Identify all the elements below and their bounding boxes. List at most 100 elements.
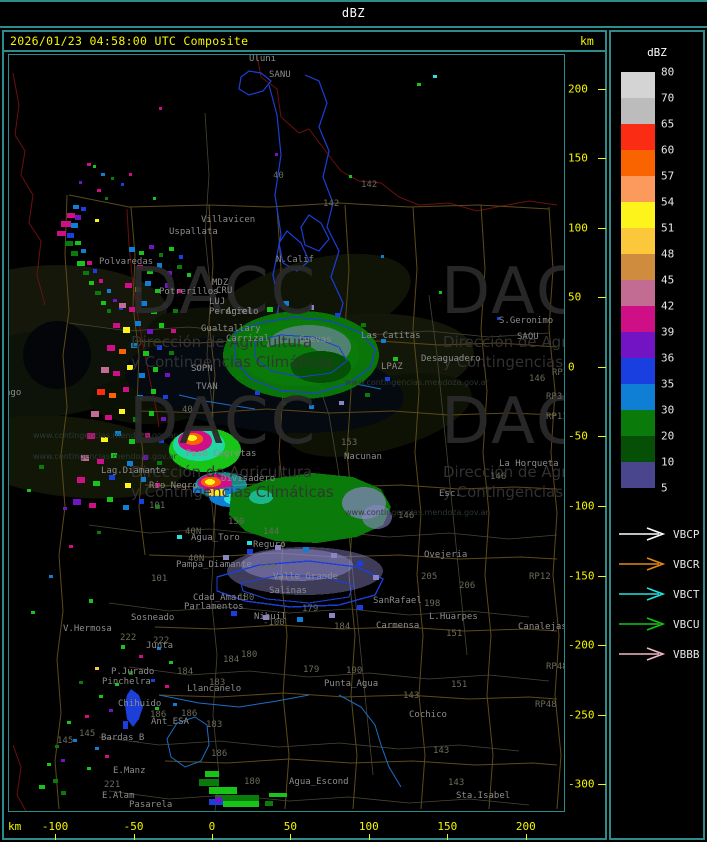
map-place-label: Sta.Isabel bbox=[456, 791, 510, 801]
map-place-label: Potrerillos bbox=[159, 287, 219, 297]
map-place-label: Las Catitas bbox=[361, 331, 421, 341]
map-route-label: 180 bbox=[238, 593, 254, 603]
map-place-label: Nacunan bbox=[344, 452, 382, 462]
dbz-scale-tick-label: 48 bbox=[661, 247, 675, 261]
map-route-label: 179 bbox=[302, 604, 318, 614]
y-axis-tick-label: -200 bbox=[568, 638, 595, 652]
map-route-label: 184 bbox=[334, 622, 350, 632]
map-place-label: TVAN bbox=[196, 382, 218, 392]
y-axis-tick-label: -250 bbox=[568, 708, 595, 722]
x-axis: km -100 -50 0 50 100 150 200 bbox=[2, 818, 607, 840]
map-route-label: 40 bbox=[182, 405, 193, 415]
map-route-label: 40 bbox=[273, 171, 284, 181]
vector-arrow-icon bbox=[617, 526, 667, 545]
map-route-label: 183 bbox=[206, 720, 222, 730]
map-place-label: Uluni bbox=[249, 55, 276, 64]
map-place-label: Ant_ESA bbox=[151, 717, 190, 727]
radar-map-canvas[interactable]: DACC Dirección de Agricultura y Continge… bbox=[8, 54, 565, 812]
map-route-label: 143 bbox=[433, 746, 449, 756]
map-route-label: 146 bbox=[398, 511, 414, 521]
map-place-label: Uspallata bbox=[169, 227, 218, 237]
map-route-label: 205 bbox=[421, 572, 437, 582]
x-axis-tick-mark bbox=[55, 834, 57, 840]
dbz-scale-tick-label: 80 bbox=[661, 65, 675, 79]
map-place-label: Salinas bbox=[269, 586, 307, 596]
map-place-label: V.Hermosa bbox=[63, 624, 112, 634]
x-axis-tick-label: -100 bbox=[41, 820, 69, 833]
y-axis-tick-label: 50 bbox=[568, 290, 582, 304]
dbz-scale-tick-label: 30 bbox=[661, 403, 675, 417]
watermark-line1-a: Dirección de Agricultura bbox=[131, 333, 312, 351]
map-route-label: 142 bbox=[361, 180, 377, 190]
map-route-label: 186 bbox=[211, 749, 227, 759]
map-place-label: Agua_Escond bbox=[289, 777, 349, 787]
map-place-label: Divisadero bbox=[221, 474, 275, 484]
dbz-scale-swatch bbox=[621, 176, 655, 202]
map-place-label: Nihuil bbox=[254, 612, 287, 622]
dbz-color-scale bbox=[621, 72, 655, 488]
map-place-label: Agua_Toro bbox=[191, 533, 240, 543]
watermark-line2-b: y Contingencias Climáticas bbox=[443, 353, 565, 371]
map-route-label: 184 bbox=[223, 655, 239, 665]
vector-legend-label: VBCU bbox=[673, 618, 700, 631]
map-route-label: 143 bbox=[403, 691, 419, 701]
window-titlebar: dBZ bbox=[0, 0, 707, 28]
dbz-scale-swatch bbox=[621, 72, 655, 98]
dbz-scale-tick-label: 60 bbox=[661, 143, 675, 157]
x-axis-tick-mark bbox=[525, 834, 527, 840]
dbz-scale-swatch bbox=[621, 436, 655, 462]
map-inner: DACC Dirección de Agricultura y Continge… bbox=[9, 55, 564, 811]
dbz-scale-swatch bbox=[621, 280, 655, 306]
watermark-url-c: www.contingencias.mendoza.gov.ar bbox=[33, 452, 177, 461]
map-place-label: P.Jurado bbox=[111, 667, 154, 677]
x-axis-tick-mark bbox=[290, 834, 292, 840]
y-axis-tick-mark bbox=[598, 645, 606, 647]
map-place-label: S.Geronimo bbox=[499, 316, 553, 326]
map-route-label: 145 bbox=[79, 729, 95, 739]
echo-spread-sanrafael bbox=[216, 545, 384, 622]
watermark-url-d: www.contingencias.mendoza.gov.ar bbox=[345, 508, 489, 517]
map-place-label: Cochico bbox=[409, 710, 447, 720]
map-place-label: L.Huarpes bbox=[429, 612, 478, 622]
vector-arrow-icon bbox=[617, 556, 667, 575]
echo-main-storm-mendoza bbox=[223, 301, 398, 409]
map-place-label: Pinchelra bbox=[102, 677, 151, 687]
map-route-label: 144 bbox=[259, 561, 275, 571]
dbz-scale-tick-label: 10 bbox=[661, 455, 675, 469]
map-place-label: Pampa_Diamante bbox=[176, 560, 252, 570]
dbz-scale-swatch bbox=[621, 254, 655, 280]
map-place-label: Chihuido bbox=[118, 699, 161, 709]
watermark-line2-c: y Contingencias Climáticas bbox=[131, 483, 334, 501]
plot-header-row: 2026/01/23 04:58:00 UTC Composite km bbox=[2, 30, 607, 52]
map-route-label: 101 bbox=[151, 574, 167, 584]
x-axis-tick-label: 100 bbox=[358, 820, 379, 833]
x-axis-unit-label: km bbox=[8, 820, 22, 833]
x-axis-tick-mark bbox=[368, 834, 370, 840]
map-place-label: Canalejas bbox=[518, 622, 565, 632]
map-place-label: Desaguadero bbox=[421, 354, 481, 364]
map-place-label: Punta_Agua bbox=[324, 679, 378, 689]
map-route-label: 186 bbox=[181, 709, 197, 719]
y-axis-tick-mark bbox=[598, 575, 606, 577]
dbz-scale-swatch bbox=[621, 150, 655, 176]
y-axis-tick-label: -150 bbox=[568, 569, 595, 583]
map-route-label: 183 bbox=[209, 678, 225, 688]
watermark-line1-b: Dirección de Agricultura bbox=[443, 333, 565, 351]
map-route-label: RP3 bbox=[552, 368, 565, 378]
legend-unit-label: dBZ bbox=[647, 46, 667, 59]
map-place-label: LPAZ bbox=[381, 362, 403, 372]
radar-echo-layer bbox=[27, 75, 500, 807]
map-route-label: 146 bbox=[529, 374, 545, 384]
watermark-line2-d: y Contingencias Climáticas bbox=[443, 483, 565, 501]
map-place-label: Carrizal bbox=[226, 334, 269, 344]
map-place-label: MDZ bbox=[212, 278, 229, 288]
map-svg: DACC Dirección de Agricultura y Continge… bbox=[9, 55, 565, 811]
map-route-label: RP11 bbox=[546, 412, 565, 422]
map-place-label: Carmensa bbox=[376, 621, 419, 631]
vector-legend-row: VBCT bbox=[617, 582, 707, 612]
x-axis-tick-mark bbox=[211, 834, 213, 840]
y-axis-tick-mark bbox=[598, 366, 606, 368]
map-place-label: Reguro bbox=[253, 540, 286, 550]
watermark-brand-1: DACC bbox=[129, 255, 317, 329]
